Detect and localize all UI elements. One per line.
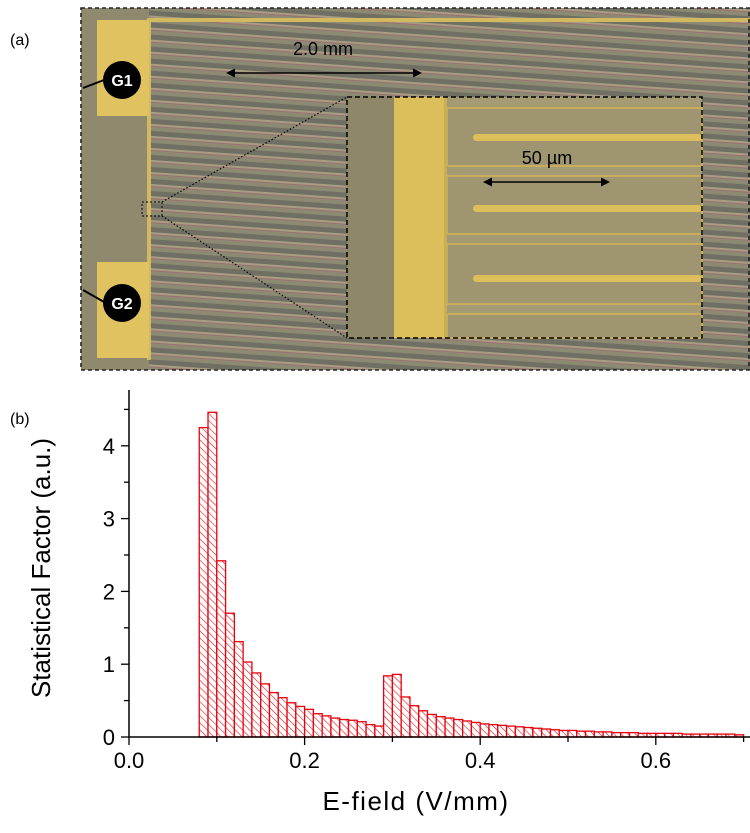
histogram-bar (461, 720, 473, 738)
y-tick-label: 0 (103, 725, 115, 750)
histogram-bar (303, 708, 315, 738)
histogram-bar (558, 729, 569, 738)
histogram-bar (541, 728, 552, 738)
y-tick-label: 2 (103, 579, 115, 604)
scale-bar-inset-label: 50 µm (522, 148, 572, 168)
panel-a-frame (80, 7, 750, 371)
histogram-bar (339, 718, 350, 738)
y-tick-label: 4 (103, 434, 115, 459)
histogram-bar (295, 705, 306, 738)
zoom-region (141, 201, 163, 217)
histogram-bar (374, 725, 385, 738)
histogram-bar (602, 731, 613, 738)
histogram-bar (444, 717, 455, 738)
chart-axes (128, 390, 750, 738)
x-tick-label: 0.0 (114, 748, 145, 773)
y-tick-label: 3 (103, 507, 115, 532)
histogram-bar (400, 696, 411, 738)
histogram-bar (233, 640, 244, 738)
histogram-bar (426, 713, 437, 738)
histogram-bar (356, 721, 367, 738)
histogram-bar (523, 726, 534, 738)
histogram-chart: 0.0 0.2 0.4 0.6 0 1 2 3 4 E-field (V/mm) Statist… (26, 390, 750, 816)
histogram-bar (576, 730, 587, 738)
scale-bar-main: 2.0 mm (226, 39, 422, 78)
histogram-bar (207, 411, 218, 738)
histogram-bar (198, 426, 209, 738)
histogram-bar (584, 730, 595, 738)
histogram-bar (549, 729, 560, 738)
histogram-bar (242, 661, 253, 738)
scale-bar-main-label: 2.0 mm (293, 39, 353, 59)
histogram-bar (391, 673, 402, 738)
callout-g2-label: G2 (111, 296, 132, 313)
histogram-bar (365, 723, 376, 738)
inset (346, 96, 703, 339)
histogram-bar (593, 731, 604, 738)
histogram-bar (418, 710, 429, 738)
y-tick-label: 1 (103, 652, 115, 677)
histogram-bar (347, 719, 358, 738)
y-axis-label: Statistical Factor (a.u.) (26, 438, 56, 698)
histogram-bar (514, 726, 525, 738)
panel-b-label: (b) (10, 411, 30, 428)
x-tick-label: 0.6 (641, 748, 672, 773)
histogram-bar (312, 713, 323, 738)
histogram-bar (532, 727, 543, 738)
histogram-bar (286, 702, 297, 738)
histogram-bar (382, 675, 394, 738)
histogram-bar (268, 691, 279, 738)
histogram-bar (409, 705, 420, 738)
histogram-bar (470, 721, 481, 738)
callout-g2: G2 (82, 284, 141, 322)
x-tick-label: 0.4 (465, 748, 496, 773)
x-tick-label: 0.2 (289, 748, 320, 773)
histogram-bar (505, 725, 516, 738)
histogram-bar (479, 723, 490, 738)
callout-g1-label: G1 (111, 73, 132, 90)
histogram-bar (497, 724, 508, 738)
histogram-bar (321, 715, 332, 738)
micrograph: 2.0 mm 50 µm (81, 8, 750, 370)
histogram-bar (216, 560, 227, 738)
histogram-bar (224, 612, 236, 738)
histogram-bar (567, 729, 578, 738)
histogram-bars (198, 411, 745, 738)
scale-bar-inset: 50 µm (483, 148, 610, 187)
histogram-bar (488, 723, 499, 738)
histogram-bar (277, 697, 288, 738)
panel-a-label: (a) (10, 32, 30, 49)
histogram-bar (260, 683, 271, 738)
histogram-bar (435, 715, 446, 738)
callout-g1: G1 (82, 61, 141, 99)
histogram-bar (453, 718, 464, 738)
chart-ticks: 0.0 0.2 0.4 0.6 0 1 2 3 4 (103, 408, 745, 773)
histogram-bar (330, 717, 341, 738)
x-axis-label: E-field (V/mm) (322, 786, 509, 816)
histogram-bar (251, 672, 262, 738)
